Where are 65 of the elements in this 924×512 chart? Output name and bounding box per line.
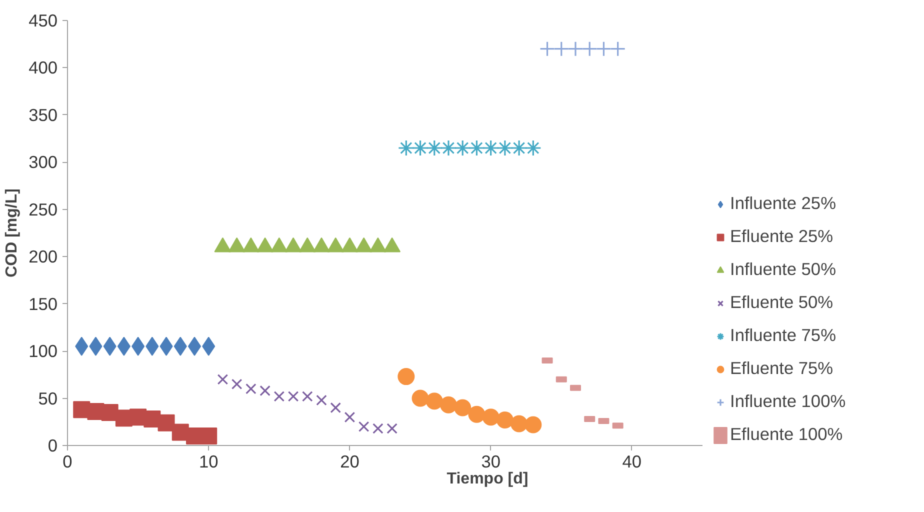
point bbox=[510, 140, 528, 156]
y-tick-label: 200 bbox=[28, 246, 58, 267]
x-tick-label: 0 bbox=[62, 452, 72, 472]
legend-label: Efluente 25% bbox=[730, 226, 834, 247]
point bbox=[454, 140, 471, 156]
point bbox=[398, 140, 414, 156]
point bbox=[482, 140, 500, 156]
point bbox=[510, 415, 528, 432]
x-tick-label: 40 bbox=[622, 452, 642, 472]
point bbox=[274, 390, 285, 402]
point bbox=[454, 399, 472, 416]
y-tick-label: 250 bbox=[28, 199, 58, 220]
point bbox=[302, 390, 313, 402]
point bbox=[288, 390, 299, 402]
point bbox=[330, 402, 342, 414]
point bbox=[246, 383, 256, 394]
y-tick-label: 50 bbox=[38, 388, 58, 408]
point bbox=[440, 396, 457, 414]
point bbox=[468, 406, 486, 423]
legend-label: Influente 100% bbox=[730, 391, 846, 412]
point bbox=[440, 140, 457, 156]
y-axis-title: COD [mg/L] bbox=[4, 188, 21, 278]
x-tick-label: 10 bbox=[198, 452, 218, 472]
point bbox=[524, 416, 542, 434]
legend-label: Efluente 75% bbox=[730, 358, 834, 379]
legend-label: Influente 25% bbox=[730, 193, 836, 214]
legend-label: Influente 50% bbox=[730, 259, 836, 280]
x-tick-label: 30 bbox=[481, 452, 500, 472]
x-tick-label: 20 bbox=[340, 452, 360, 472]
y-tick-label: 300 bbox=[28, 152, 58, 172]
legend-label: Efluente 50% bbox=[730, 292, 834, 313]
point bbox=[482, 408, 500, 426]
point bbox=[539, 41, 556, 57]
point bbox=[554, 41, 570, 57]
point bbox=[496, 140, 514, 156]
point bbox=[610, 41, 626, 57]
legend-label: Efluente 100% bbox=[730, 424, 843, 445]
point bbox=[358, 421, 370, 432]
point bbox=[386, 423, 398, 434]
legend-label: Influente 75% bbox=[730, 325, 836, 346]
point bbox=[596, 41, 612, 57]
x-axis-title: Tiempo [d] bbox=[446, 470, 528, 488]
point bbox=[316, 394, 327, 406]
point bbox=[412, 390, 429, 407]
y-tick-label: 150 bbox=[28, 294, 58, 314]
point bbox=[217, 374, 228, 385]
point bbox=[426, 140, 443, 156]
point bbox=[524, 140, 542, 156]
point bbox=[158, 414, 175, 432]
point bbox=[426, 392, 443, 410]
point bbox=[344, 412, 356, 423]
y-tick-label: 0 bbox=[48, 436, 58, 456]
point bbox=[260, 385, 270, 396]
y-tick-label: 100 bbox=[28, 341, 58, 362]
point bbox=[398, 368, 415, 386]
point bbox=[468, 140, 486, 156]
y-tick-label: 450 bbox=[28, 10, 58, 30]
point bbox=[231, 378, 242, 390]
point bbox=[568, 41, 584, 57]
point bbox=[412, 140, 429, 156]
point bbox=[372, 423, 384, 434]
y-tick-label: 400 bbox=[28, 58, 58, 78]
point bbox=[496, 412, 514, 428]
point bbox=[582, 41, 598, 57]
y-tick-label: 350 bbox=[28, 104, 58, 125]
